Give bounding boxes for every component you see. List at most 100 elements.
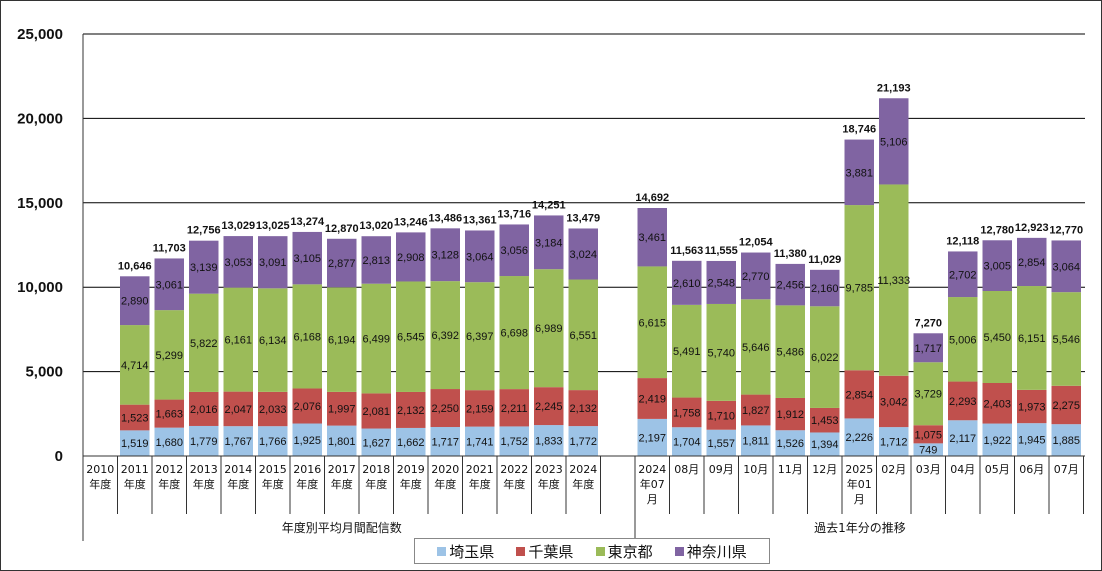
bar-segment-chiba (465, 390, 495, 427)
data-label-tokyo: 4,714 (121, 360, 149, 372)
category-label: 2024 (569, 463, 597, 476)
data-label-tokyo: 5,546 (1052, 334, 1080, 346)
bar-segment-tokyo (120, 325, 150, 405)
bar-segment-tokyo (292, 284, 322, 389)
category-label: 2017 (328, 463, 356, 476)
bar-segment-kanagawa (637, 207, 667, 267)
data-label-chiba: 2,275 (1052, 400, 1080, 412)
data-label-kanagawa: 3,053 (224, 257, 252, 269)
bar-segment-saitama (948, 420, 978, 456)
bar-segment-tokyo (948, 297, 978, 382)
bar-segment-kanagawa (706, 260, 736, 304)
bar-segment-chiba (430, 389, 460, 428)
category-label: 月 (854, 493, 865, 506)
category-label: 04月 (950, 463, 975, 476)
bar-segment-kanagawa (810, 269, 840, 307)
data-label-tokyo: 5,740 (707, 347, 735, 359)
data-label-saitama: 2,117 (949, 433, 976, 445)
legend-item-chiba: 千葉県 (516, 541, 573, 562)
bar-segment-chiba (879, 375, 909, 428)
legend-label-saitama: 埼玉県 (449, 542, 495, 561)
bar-segment-chiba (292, 388, 322, 424)
category-label: 2016 (293, 463, 321, 476)
data-label-kanagawa: 3,184 (535, 237, 563, 249)
data-label-chiba: 1,710 (707, 410, 735, 422)
bar-segment-kanagawa (189, 240, 219, 294)
category-label: 2015 (259, 463, 287, 476)
data-label-kanagawa: 2,854 (1018, 257, 1046, 269)
category-label: 2022 (500, 463, 528, 476)
data-label-tokyo: 6,194 (328, 335, 356, 347)
bar-segment-kanagawa (1017, 237, 1047, 287)
bar-segment-tokyo (1051, 292, 1081, 386)
data-label-saitama: 1,885 (1052, 435, 1080, 447)
data-label-tokyo: 5,486 (776, 347, 804, 359)
data-label-saitama: 1,811 (742, 436, 769, 448)
data-label-chiba: 2,081 (362, 406, 390, 418)
category-label: 年度 (296, 477, 318, 491)
data-label-saitama: 1,662 (397, 437, 425, 449)
bar-segment-chiba (1017, 389, 1047, 424)
data-label-tokyo: 6,551 (569, 330, 597, 342)
data-label-saitama: 1,394 (811, 439, 839, 451)
bar-segment-chiba (120, 404, 150, 431)
data-label-chiba: 3,042 (880, 396, 908, 408)
data-label-kanagawa: 1,717 (914, 343, 942, 355)
category-label: 年度 (469, 477, 491, 491)
bar-segment-kanagawa (1051, 240, 1081, 293)
data-label-chiba: 1,075 (914, 429, 942, 441)
bar-segment-chiba (258, 391, 288, 427)
data-label-tokyo: 6,168 (293, 331, 321, 343)
bar-segment-tokyo (223, 287, 253, 392)
bar-segment-saitama (706, 429, 736, 456)
legend-swatch-saitama (437, 546, 447, 556)
data-label-kanagawa: 3,091 (259, 257, 287, 269)
bar-segment-chiba (637, 378, 667, 419)
category-label: 2014 (224, 463, 252, 476)
category-label: 年度 (262, 477, 284, 491)
category-label: 年度 (400, 477, 422, 491)
total-label: 10,646 (118, 260, 152, 272)
data-label-kanagawa: 3,056 (500, 245, 528, 257)
bar-segment-chiba (223, 391, 253, 427)
bar-segment-kanagawa (879, 98, 909, 185)
bar-segment-saitama (258, 426, 288, 456)
category-label: 09月 (709, 463, 734, 476)
category-label: 年度 (193, 477, 215, 491)
data-label-tokyo: 6,397 (466, 331, 494, 343)
bar-segment-tokyo (1017, 286, 1047, 390)
data-label-kanagawa: 3,024 (569, 249, 597, 261)
category-label: 年度 (124, 477, 146, 491)
total-label: 11,703 (153, 242, 186, 254)
data-label-chiba: 1,973 (1018, 402, 1046, 414)
data-label-chiba: 1,523 (121, 413, 149, 425)
category-label: 07月 (1054, 463, 1079, 476)
total-label: 11,563 (670, 245, 703, 257)
bar-segment-tokyo (706, 303, 736, 401)
bar-segment-tokyo (844, 205, 874, 371)
data-label-chiba: 2,047 (224, 404, 252, 416)
category-label: 年01 (847, 477, 872, 491)
data-label-chiba: 2,419 (638, 393, 666, 405)
bar-segment-chiba (982, 382, 1012, 424)
data-label-kanagawa: 2,610 (673, 278, 701, 290)
data-label-chiba: 1,453 (811, 415, 839, 427)
category-label: 11月 (778, 463, 803, 476)
data-label-kanagawa: 3,128 (431, 250, 459, 262)
data-label-chiba: 2,854 (845, 389, 873, 401)
y-tick-label: 25,000 (17, 26, 63, 43)
group-label: 年度別平均月間配信数 (282, 520, 402, 535)
category-label: 月 (647, 493, 658, 506)
total-label: 13,246 (394, 216, 428, 228)
data-label-kanagawa: 3,139 (190, 262, 218, 274)
total-label: 14,692 (635, 192, 669, 204)
bar-segment-kanagawa (982, 240, 1012, 291)
bar-segment-kanagawa (223, 236, 253, 288)
data-label-saitama: 1,925 (293, 435, 321, 447)
legend-item-tokyo: 東京都 (595, 541, 653, 562)
data-label-tokyo: 6,989 (535, 323, 563, 335)
bar-segment-kanagawa (948, 251, 978, 298)
bar-segment-saitama (430, 427, 460, 456)
data-label-saitama: 1,717 (431, 437, 459, 449)
